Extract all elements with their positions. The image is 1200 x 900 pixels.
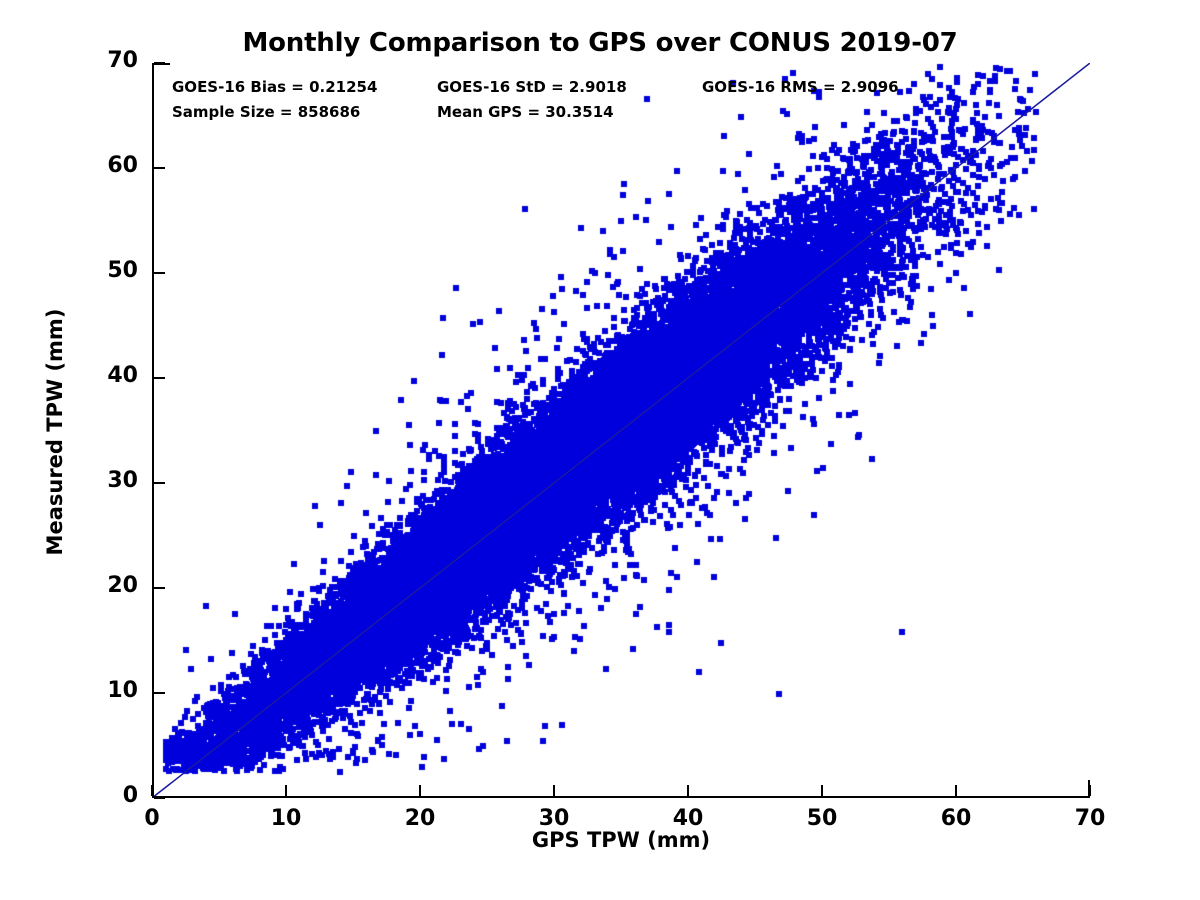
x-tick-label: 50 — [806, 806, 838, 831]
annotation-std: GOES-16 StD = 2.9018 — [437, 78, 627, 96]
annotation-sample-size: Sample Size = 858686 — [172, 103, 361, 121]
y-tick-label: 60 — [107, 153, 138, 178]
scatter-points-layer — [152, 63, 1090, 798]
x-tick-label: 30 — [538, 806, 570, 831]
x-tick-label: 20 — [404, 806, 436, 831]
x-tick-label: 10 — [270, 806, 302, 831]
annotation-rms: GOES-16 RMS = 2.9096 — [702, 78, 899, 96]
x-tick-label: 0 — [144, 806, 160, 831]
annotation-mean-gps: Mean GPS = 30.3514 — [437, 103, 614, 121]
y-tick-label: 40 — [107, 363, 138, 388]
x-tick-label: 40 — [672, 806, 704, 831]
y-axis-title: Measured TPW (mm) — [43, 308, 67, 556]
x-tick-label: 70 — [1074, 806, 1106, 831]
annotation-bias: GOES-16 Bias = 0.21254 — [172, 78, 378, 96]
y-tick-label: 70 — [107, 48, 138, 73]
y-tick-label: 50 — [107, 258, 138, 283]
y-tick-label: 20 — [107, 573, 138, 598]
y-tick-label: 30 — [107, 468, 138, 493]
y-tick-label: 10 — [107, 678, 138, 703]
x-axis-title: GPS TPW (mm) — [531, 828, 711, 852]
x-tick-label: 60 — [940, 806, 972, 831]
y-tick-label: 0 — [122, 783, 138, 808]
plot-area — [152, 63, 1090, 798]
page-title: Monthly Comparison to GPS over CONUS 201… — [242, 28, 958, 58]
